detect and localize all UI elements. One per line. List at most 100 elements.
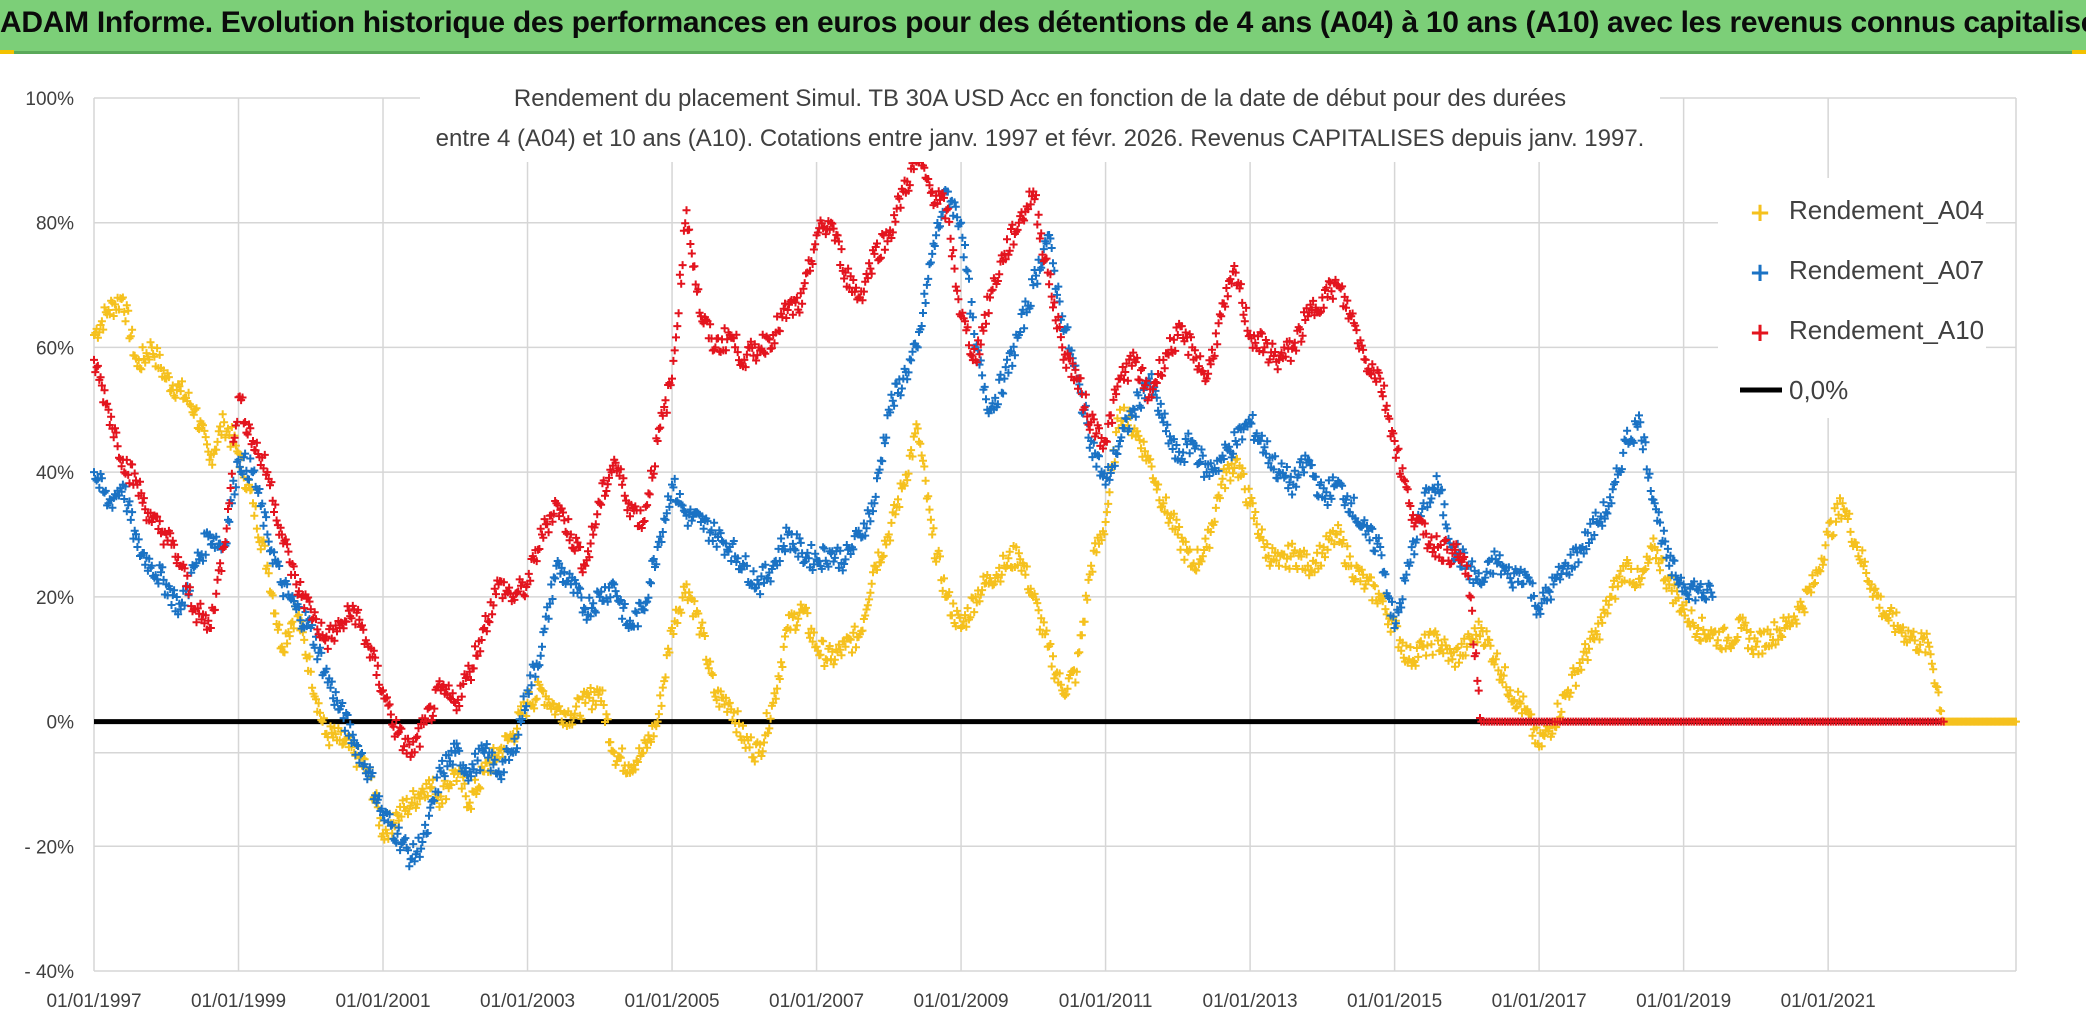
data-point-fill xyxy=(409,787,418,796)
data-point-fill xyxy=(413,732,422,741)
data-point-fill xyxy=(442,795,451,804)
data-point xyxy=(1361,355,1370,364)
data-point-fill xyxy=(760,578,768,587)
data-point-fill xyxy=(1263,437,1272,446)
data-point-fill xyxy=(126,332,135,341)
data-point-fill xyxy=(1205,472,1214,480)
y-tick-label: 100% xyxy=(25,89,74,110)
data-point-fill xyxy=(377,687,386,696)
data-point-fill xyxy=(706,320,715,329)
data-point-fill xyxy=(934,546,943,555)
data-point-fill xyxy=(342,617,351,626)
data-point-fill xyxy=(216,559,225,568)
data-point-fill xyxy=(1644,558,1653,567)
chart-title-line1: Rendement du placement Simul. TB 30A USD… xyxy=(514,85,1566,112)
data-point-fill xyxy=(400,803,408,811)
data-point-fill xyxy=(1528,731,1537,740)
data-point-fill xyxy=(836,546,845,555)
data-point-fill xyxy=(1192,441,1201,450)
data-point-fill xyxy=(675,270,684,279)
data-point-fill xyxy=(908,347,917,356)
data-point-fill xyxy=(1897,628,1906,637)
data-point-fill xyxy=(1148,474,1157,483)
data-point-fill xyxy=(1536,609,1545,618)
data-point-fill xyxy=(252,438,261,447)
data-point-fill xyxy=(1187,333,1195,342)
data-point-fill xyxy=(967,351,976,360)
data-point xyxy=(1708,592,1717,601)
data-point-fill xyxy=(1056,680,1065,689)
data-point-fill xyxy=(925,505,934,514)
data-point-fill xyxy=(925,260,934,269)
data-point-fill xyxy=(532,557,541,566)
data-point-fill xyxy=(721,346,730,355)
data-point-fill xyxy=(846,635,855,644)
data-point-fill xyxy=(873,474,881,483)
data-point-fill xyxy=(1656,518,1664,527)
data-point-fill xyxy=(1843,515,1852,523)
data-point-fill xyxy=(1381,570,1390,579)
data-point-fill xyxy=(535,545,544,553)
data-point xyxy=(1867,580,1876,589)
data-point-fill xyxy=(1238,435,1247,444)
data-point-fill xyxy=(731,343,740,352)
data-point-fill xyxy=(1032,271,1040,280)
data-point-fill xyxy=(166,387,175,396)
data-point xyxy=(928,249,937,258)
data-point-fill xyxy=(1239,310,1248,319)
data-point-fill xyxy=(963,267,972,276)
data-point-fill xyxy=(423,792,432,800)
data-point xyxy=(725,698,734,707)
data-point-fill xyxy=(947,252,956,261)
data-point-fill xyxy=(1613,582,1622,591)
data-point-fill xyxy=(1933,683,1942,691)
data-point-fill xyxy=(1292,346,1301,355)
data-point-fill xyxy=(199,421,207,430)
data-point-fill xyxy=(1255,347,1264,355)
data-point-fill xyxy=(530,704,539,713)
data-point-fill xyxy=(294,587,303,596)
data-point-fill xyxy=(1468,557,1477,566)
data-point xyxy=(696,624,705,632)
data-point-fill xyxy=(762,709,771,718)
data-point xyxy=(1549,580,1558,589)
data-point xyxy=(668,374,676,383)
data-point-fill xyxy=(224,424,232,433)
data-point-fill xyxy=(166,585,175,593)
data-point-fill xyxy=(966,350,975,359)
data-point-fill xyxy=(117,462,126,471)
data-point-fill xyxy=(873,565,881,574)
data-point-fill xyxy=(1357,565,1366,574)
data-point xyxy=(1939,717,1948,726)
data-point-fill xyxy=(1277,459,1286,468)
data-point-fill xyxy=(1247,419,1256,428)
data-point xyxy=(90,355,98,364)
data-point-fill xyxy=(878,457,887,466)
data-point-fill xyxy=(1829,531,1838,540)
data-point-fill xyxy=(100,488,109,497)
data-point-fill xyxy=(982,319,990,328)
data-point-fill xyxy=(908,452,917,461)
data-point-fill xyxy=(1598,618,1607,627)
data-point-fill xyxy=(741,552,750,561)
data-point-fill xyxy=(844,264,853,273)
data-point-fill xyxy=(1114,442,1123,451)
data-point-fill xyxy=(962,265,971,274)
data-point-fill xyxy=(358,621,366,630)
data-point-fill xyxy=(1005,246,1014,255)
data-point-fill xyxy=(402,794,411,803)
data-point-fill xyxy=(929,524,938,533)
data-point-fill xyxy=(1360,584,1369,593)
data-point xyxy=(740,355,749,364)
data-point-fill xyxy=(661,673,670,682)
data-point-fill xyxy=(765,724,774,733)
data-point-fill xyxy=(1573,548,1582,557)
data-point-fill xyxy=(578,568,587,577)
data-point-fill xyxy=(1699,625,1708,634)
data-point-fill xyxy=(925,181,934,190)
data-point-fill xyxy=(137,365,146,374)
data-point-fill xyxy=(239,419,248,428)
series-rendement-a07 xyxy=(90,186,1717,871)
data-point-fill xyxy=(775,557,784,565)
data-point-fill xyxy=(775,675,784,683)
